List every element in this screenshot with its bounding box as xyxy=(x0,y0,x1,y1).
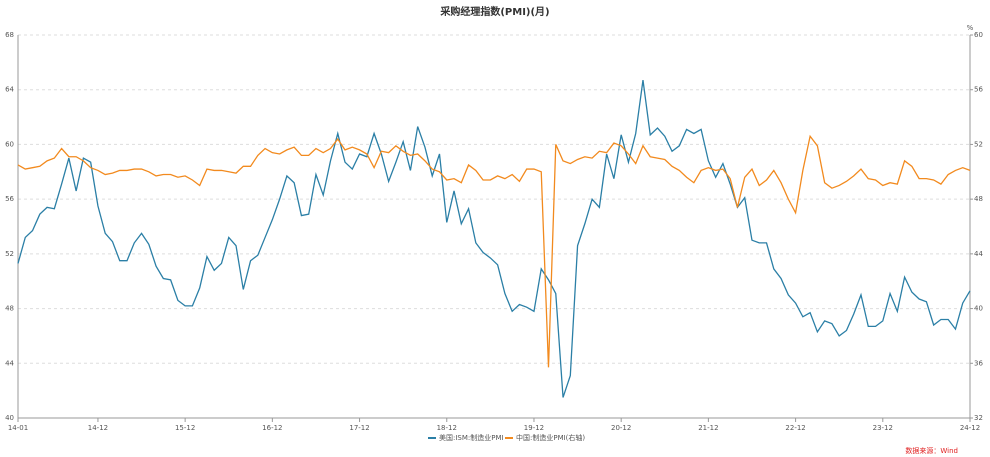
y2-tick-label: 44 xyxy=(974,250,983,258)
x-tick-label: 17-12 xyxy=(349,424,369,432)
x-tick-label: 14-01 xyxy=(8,424,28,432)
y-tick-label: 48 xyxy=(5,305,14,313)
legend-label: 中国:制造业PMI(右轴) xyxy=(516,433,585,442)
x-tick-label: 18-12 xyxy=(437,424,457,432)
legend-label: 美国:ISM:制造业PMI xyxy=(439,433,504,442)
chart-title: 采购经理指数(PMI)(月) xyxy=(439,5,549,18)
y-tick-label: 60 xyxy=(5,140,14,148)
y-tick-label: 56 xyxy=(5,195,14,203)
x-tick-label: 23-12 xyxy=(873,424,893,432)
x-tick-label: 14-12 xyxy=(88,424,108,432)
y-tick-label: 64 xyxy=(5,86,14,94)
series-line xyxy=(17,80,971,398)
y2-tick-label: 56 xyxy=(974,86,983,94)
x-tick-label: 22-12 xyxy=(785,424,805,432)
x-tick-label: 20-12 xyxy=(611,424,631,432)
y2-tick-label: 40 xyxy=(974,305,983,313)
series-line xyxy=(17,134,971,368)
source: 数据来源：Wind xyxy=(905,446,958,455)
y2-tick-label: 52 xyxy=(974,140,983,148)
x-tick-label: 15-12 xyxy=(175,424,195,432)
y2-tick-label: 32 xyxy=(974,414,983,422)
x-tick-label: 21-12 xyxy=(698,424,718,432)
y2-tick-label: 48 xyxy=(974,195,983,203)
y-tick-label: 68 xyxy=(5,31,14,39)
y-tick-label: 44 xyxy=(5,359,14,367)
y2-tick-label: 60 xyxy=(974,31,983,39)
y2-tick-label: 36 xyxy=(974,359,983,367)
x-tick-label: 19-12 xyxy=(524,424,544,432)
x-tick-label: 24-12 xyxy=(960,424,980,432)
y-tick-label: 40 xyxy=(5,414,14,422)
x-tick-label: 16-12 xyxy=(262,424,282,432)
y2-unit: % xyxy=(967,24,974,32)
y-tick-label: 52 xyxy=(5,250,14,258)
